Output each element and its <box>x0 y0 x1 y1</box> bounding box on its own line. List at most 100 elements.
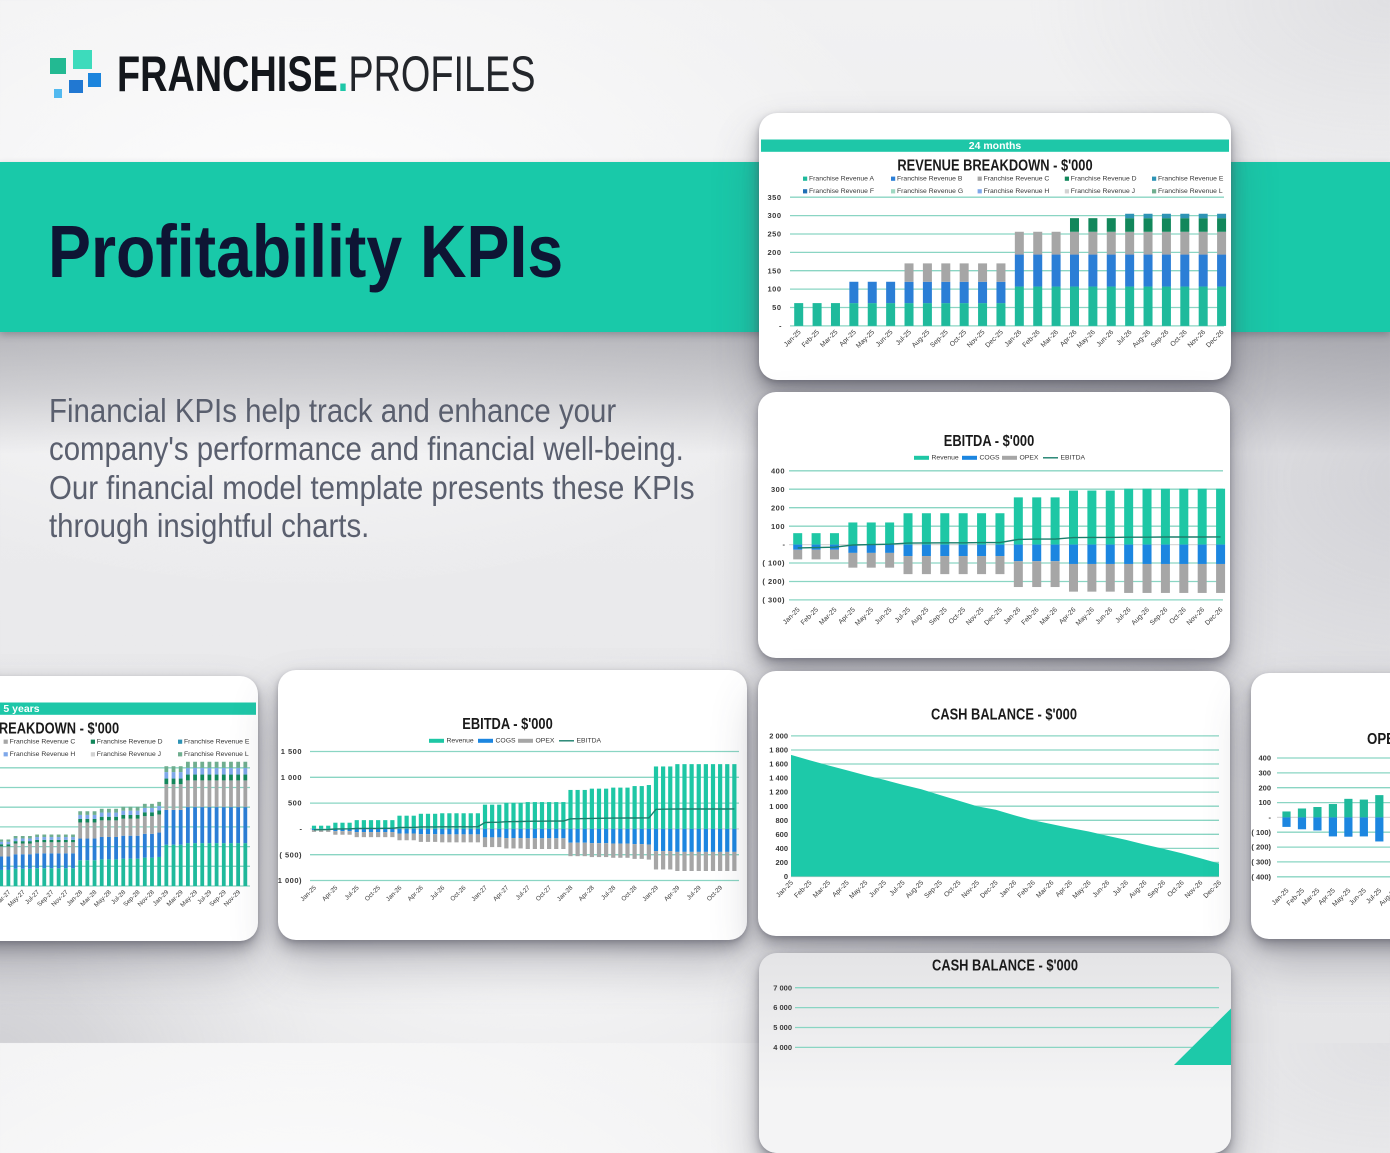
svg-text:Apr-26: Apr-26 <box>406 884 425 903</box>
svg-text:Jan-26: Jan-26 <box>1003 606 1023 626</box>
svg-text:Oct-28: Oct-28 <box>620 884 639 903</box>
svg-text:Dec-26: Dec-26 <box>1205 329 1226 350</box>
svg-text:Jan-26: Jan-26 <box>999 879 1019 899</box>
svg-text:Aug-25: Aug-25 <box>910 606 931 627</box>
svg-text:Feb-25: Feb-25 <box>793 879 813 899</box>
svg-text:-: - <box>783 540 786 549</box>
svg-text:( 100): ( 100) <box>1251 828 1271 837</box>
svg-text:Mar-26: Mar-26 <box>1039 606 1059 626</box>
svg-text:Franchise Revenue D: Franchise Revenue D <box>1071 176 1137 183</box>
svg-text:Oct-25: Oct-25 <box>364 884 383 903</box>
svg-text:0: 0 <box>784 872 788 881</box>
svg-text:50: 50 <box>772 303 781 312</box>
svg-text:Jun-26: Jun-26 <box>1092 879 1112 899</box>
svg-text:Apr-25: Apr-25 <box>321 884 340 903</box>
svg-text:Franchise Revenue F: Franchise Revenue F <box>809 188 874 195</box>
svg-text:7 000: 7 000 <box>773 983 792 992</box>
svg-text:6 000: 6 000 <box>773 1003 792 1012</box>
svg-text:( 500): ( 500) <box>279 850 302 859</box>
svg-text:Jul-29: Jul-29 <box>686 884 703 901</box>
svg-text:Sep-26: Sep-26 <box>1147 879 1168 900</box>
svg-text:Feb-25: Feb-25 <box>801 329 821 349</box>
svg-text:Mar-25: Mar-25 <box>1301 887 1321 907</box>
svg-text:Mar-25: Mar-25 <box>812 879 832 899</box>
svg-text:COGS: COGS <box>496 738 516 745</box>
svg-text:Dec-25: Dec-25 <box>983 606 1004 627</box>
svg-text:Apr-28: Apr-28 <box>577 884 596 903</box>
svg-text:Oct-25: Oct-25 <box>949 329 969 349</box>
svg-text:REVENUE BREAKDOWN - $'000: REVENUE BREAKDOWN - $'000 <box>0 720 119 737</box>
svg-text:Sep-25: Sep-25 <box>929 329 950 350</box>
svg-text:Feb-26: Feb-26 <box>1021 329 1041 349</box>
svg-text:Franchise Revenue E: Franchise Revenue E <box>184 739 250 746</box>
svg-text:EBITDA: EBITDA <box>577 738 602 745</box>
svg-text:Sep-25: Sep-25 <box>928 606 949 627</box>
svg-text:Jan-25: Jan-25 <box>775 879 795 899</box>
svg-text:5 000: 5 000 <box>773 1023 792 1032</box>
svg-text:Franchise Revenue A: Franchise Revenue A <box>809 176 874 183</box>
svg-text:Aug-26: Aug-26 <box>1131 329 1152 350</box>
svg-text:300: 300 <box>767 211 781 220</box>
svg-text:Nov-26: Nov-26 <box>1187 329 1208 350</box>
svg-text:Franchise Revenue G: Franchise Revenue G <box>897 188 963 195</box>
svg-text:( 400): ( 400) <box>1251 872 1271 881</box>
svg-text:800: 800 <box>775 816 788 825</box>
svg-text:4 000: 4 000 <box>773 1043 792 1052</box>
svg-text:Oct-26: Oct-26 <box>449 884 468 903</box>
svg-text:OPEX - $'000: OPEX - $'000 <box>1367 731 1390 748</box>
svg-text:Jan-26: Jan-26 <box>1004 329 1024 349</box>
svg-text:Aug-25: Aug-25 <box>905 879 926 900</box>
svg-text:REVENUE BREAKDOWN - $'000: REVENUE BREAKDOWN - $'000 <box>897 157 1092 174</box>
svg-text:Jul-28: Jul-28 <box>600 884 617 901</box>
svg-text:Aug-26: Aug-26 <box>1130 606 1151 627</box>
svg-text:Jul-25: Jul-25 <box>344 884 361 901</box>
svg-text:Jun-26: Jun-26 <box>1095 606 1115 626</box>
svg-text:CASH BALANCE - $'000: CASH BALANCE - $'000 <box>932 957 1078 974</box>
svg-text:-: - <box>300 825 303 834</box>
svg-text:Nov-25: Nov-25 <box>966 329 987 350</box>
svg-text:Sep-26: Sep-26 <box>1150 329 1171 350</box>
svg-text:Dec-26: Dec-26 <box>1202 879 1223 900</box>
svg-text:Franchise Revenue J: Franchise Revenue J <box>1071 188 1135 195</box>
svg-text:600: 600 <box>775 830 788 839</box>
svg-text:Oct-25: Oct-25 <box>943 879 963 899</box>
svg-text:200: 200 <box>1258 783 1271 792</box>
svg-text:Nov-25: Nov-25 <box>961 879 982 900</box>
svg-text:Franchise Revenue L: Franchise Revenue L <box>184 751 249 758</box>
svg-text:250: 250 <box>767 230 781 239</box>
svg-text:500: 500 <box>288 799 302 808</box>
svg-text:Franchise Revenue J: Franchise Revenue J <box>97 751 161 758</box>
svg-text:Nov-26: Nov-26 <box>1184 879 1205 900</box>
svg-text:Franchise Revenue H: Franchise Revenue H <box>10 751 76 758</box>
svg-text:Oct-26: Oct-26 <box>1169 329 1189 349</box>
svg-text:1 500: 1 500 <box>281 747 302 756</box>
svg-text:Oct-29: Oct-29 <box>706 884 725 903</box>
svg-text:( 300): ( 300) <box>762 596 785 605</box>
svg-text:Jan-28: Jan-28 <box>556 884 575 903</box>
svg-text:( 300): ( 300) <box>1251 858 1271 867</box>
svg-text:-: - <box>779 322 782 331</box>
svg-text:Jun-25: Jun-25 <box>1348 887 1368 907</box>
svg-text:( 200): ( 200) <box>1251 843 1271 852</box>
svg-text:Jan-25: Jan-25 <box>783 329 803 349</box>
svg-text:Feb-26: Feb-26 <box>1017 879 1037 899</box>
svg-text:2 000: 2 000 <box>769 732 788 741</box>
svg-text:100: 100 <box>767 285 781 294</box>
svg-text:100: 100 <box>771 522 785 531</box>
svg-text:Jun-25: Jun-25 <box>875 329 895 349</box>
svg-text:1 600: 1 600 <box>769 760 788 769</box>
svg-text:Dec-25: Dec-25 <box>979 879 1000 900</box>
svg-text:Sep-26: Sep-26 <box>1149 606 1170 627</box>
svg-text:(1 000): (1 000) <box>278 876 302 885</box>
svg-text:Mar-26: Mar-26 <box>1035 879 1055 899</box>
svg-text:Feb-25: Feb-25 <box>800 606 820 626</box>
svg-text:Dec-25: Dec-25 <box>984 329 1005 350</box>
svg-text:Jul-26: Jul-26 <box>429 884 446 901</box>
svg-text:Oct-26: Oct-26 <box>1166 879 1186 899</box>
svg-text:Jan-29: Jan-29 <box>641 884 660 903</box>
svg-text:Oct-27: Oct-27 <box>535 884 554 903</box>
svg-text:Apr-27: Apr-27 <box>492 884 511 903</box>
svg-text:Oct-25: Oct-25 <box>948 606 968 626</box>
svg-text:( 100): ( 100) <box>762 559 785 568</box>
svg-text:CASH BALANCE - $'000: CASH BALANCE - $'000 <box>931 706 1077 723</box>
